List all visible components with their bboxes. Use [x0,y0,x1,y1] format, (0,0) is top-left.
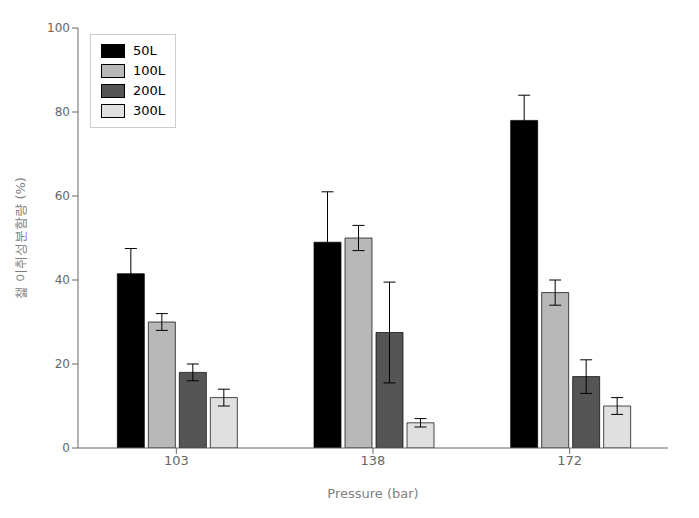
html-text:100L: 100L [133,63,166,78]
svg-text:103: 103 [164,453,189,468]
svg-text:Pressure (bar): Pressure (bar) [327,486,418,501]
svg-text:챑 이취성분함량 (%): 챑 이취성분함량 (%) [13,177,28,299]
svg-text:40: 40 [55,273,70,287]
svg-text:20: 20 [55,357,70,371]
html-text:50L: 50L [133,43,157,58]
svg-text:60: 60 [55,189,70,203]
html-text:200L: 200L [133,83,166,98]
svg-text:80: 80 [55,105,70,119]
svg-text:100: 100 [47,21,70,35]
svg-text:172: 172 [557,453,582,468]
svg-text:0: 0 [62,441,70,455]
svg-text:138: 138 [361,453,386,468]
html-text:300L: 300L [133,103,166,118]
